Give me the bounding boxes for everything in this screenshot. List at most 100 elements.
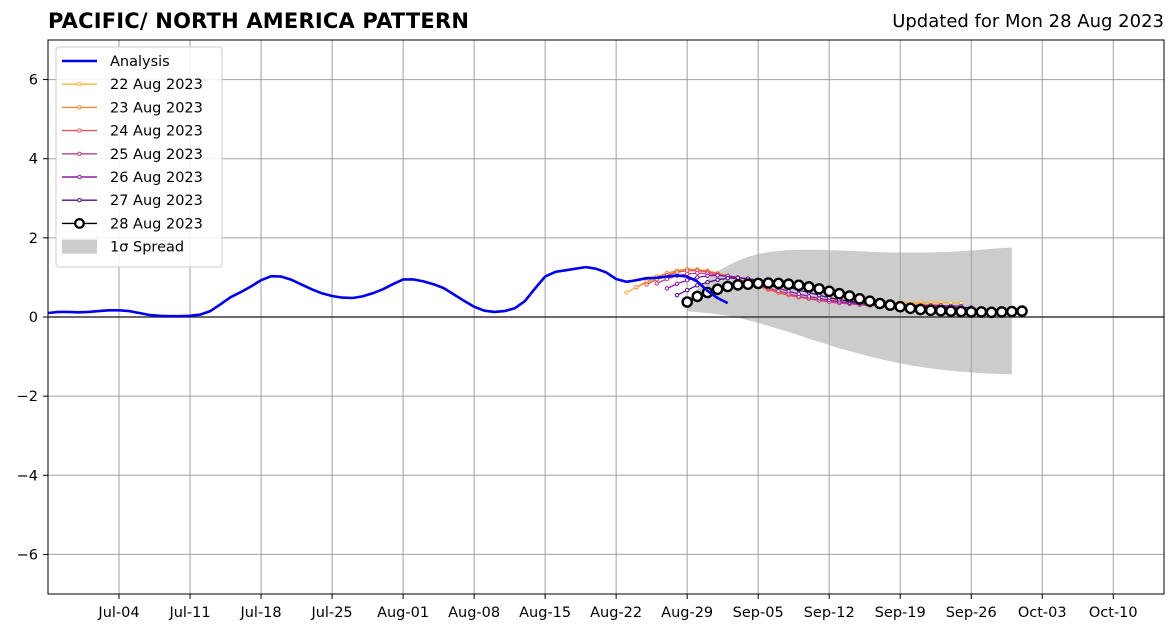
x-tick-label: Jul-04 bbox=[97, 605, 139, 621]
legend-label: 23 Aug 2023 bbox=[110, 100, 203, 116]
y-tick-label: 4 bbox=[29, 152, 38, 168]
y-tick-label: 0 bbox=[29, 310, 38, 326]
legend-label: 27 Aug 2023 bbox=[110, 193, 203, 209]
analysis-line bbox=[48, 265, 729, 318]
forecast-point bbox=[674, 281, 680, 286]
forecast-point bbox=[874, 297, 886, 310]
forecast-point bbox=[975, 306, 988, 318]
legend: Analysis 22 Aug 2023 23 Aug 2023 24 Aug 202… bbox=[55, 46, 223, 268]
forecast-point bbox=[711, 283, 724, 296]
forecast-point bbox=[695, 270, 700, 276]
forecast-point bbox=[691, 290, 704, 303]
x-tick-label: Jul-25 bbox=[310, 605, 352, 621]
legend-label: 25 Aug 2023 bbox=[110, 147, 203, 163]
legend-marker bbox=[77, 198, 82, 203]
forecast-point bbox=[762, 277, 775, 289]
chart-title: PACIFIC/ NORTH AMERICA PATTERN bbox=[48, 9, 470, 33]
forecast-point bbox=[806, 294, 812, 299]
forecast-point bbox=[935, 304, 947, 317]
forecast-point bbox=[813, 283, 825, 295]
x-tick-label: Aug-22 bbox=[590, 605, 642, 621]
forecast-point bbox=[674, 293, 680, 298]
x-tick-label: Sep-05 bbox=[733, 605, 784, 621]
y-tick-label: 2 bbox=[29, 231, 38, 247]
x-tick-label: Aug-01 bbox=[377, 605, 429, 621]
forecast-point bbox=[685, 278, 690, 283]
legend-marker bbox=[77, 174, 82, 180]
y-tick-label: 6 bbox=[29, 73, 38, 89]
forecast-point bbox=[853, 292, 866, 305]
legend-marker bbox=[77, 82, 82, 87]
legend-label: 1σ Spread bbox=[110, 240, 184, 256]
forecast-point bbox=[833, 287, 846, 300]
forecast-point bbox=[715, 273, 720, 278]
forecast-point bbox=[732, 279, 744, 291]
forecast-point bbox=[695, 275, 700, 280]
forecast-point bbox=[725, 276, 730, 281]
forecast-point bbox=[864, 295, 876, 308]
legend-label: Analysis bbox=[110, 54, 170, 70]
forecast-point bbox=[674, 270, 680, 275]
forecast-point bbox=[793, 279, 805, 292]
y-tick-label: −2 bbox=[17, 389, 38, 405]
forecast-point bbox=[715, 277, 720, 282]
legend-marker bbox=[77, 151, 82, 157]
forecast-point bbox=[772, 277, 785, 290]
forecast-point bbox=[803, 281, 815, 293]
forecast-point bbox=[985, 306, 998, 319]
x-tick-label: Aug-29 bbox=[661, 605, 713, 621]
forecast-point bbox=[1016, 305, 1028, 317]
forecast-point bbox=[914, 303, 927, 316]
forecast-point bbox=[664, 286, 670, 291]
legend-label: 26 Aug 2023 bbox=[110, 170, 203, 186]
updated-date: Updated for Mon 28 Aug 2023 bbox=[892, 11, 1164, 32]
forecast-point bbox=[742, 278, 754, 291]
forecast-point bbox=[1006, 305, 1018, 318]
forecast-point bbox=[752, 277, 765, 290]
forecast-point bbox=[884, 299, 896, 311]
legend-box bbox=[55, 46, 223, 268]
x-tick-label: Jul-18 bbox=[239, 605, 281, 621]
forecast-series bbox=[681, 277, 1028, 319]
x-tick-label: Aug-08 bbox=[448, 605, 500, 621]
x-tick-label: Sep-12 bbox=[804, 605, 855, 621]
forecast-point bbox=[681, 296, 694, 308]
x-tick-label: Sep-19 bbox=[875, 605, 926, 621]
forecast-point bbox=[685, 271, 690, 277]
forecast-point bbox=[995, 306, 1008, 318]
x-tick-label: Jul-11 bbox=[168, 605, 210, 621]
forecast-point bbox=[634, 285, 639, 290]
forecast-point bbox=[654, 281, 659, 286]
forecast-point bbox=[924, 304, 937, 317]
x-tick-label: Oct-03 bbox=[1018, 605, 1067, 621]
x-tick-label: Aug-15 bbox=[519, 605, 571, 621]
forecast-point bbox=[695, 283, 700, 288]
legend-marker bbox=[77, 128, 82, 133]
legend-marker bbox=[77, 105, 82, 110]
forecast-point bbox=[705, 273, 710, 278]
y-tick-label: −4 bbox=[17, 468, 38, 484]
legend-label: 28 Aug 2023 bbox=[110, 216, 203, 232]
legend-spread-swatch bbox=[62, 239, 97, 254]
legend-label: 24 Aug 2023 bbox=[110, 124, 203, 140]
y-tick-label: −6 bbox=[17, 547, 38, 563]
forecast-point bbox=[705, 280, 710, 285]
forecast-point bbox=[685, 287, 690, 293]
forecast-point bbox=[735, 275, 741, 280]
forecast-point bbox=[965, 306, 978, 318]
forecast-point bbox=[894, 300, 907, 313]
forecast-point bbox=[624, 290, 629, 295]
forecast-point bbox=[644, 282, 649, 287]
forecast-point bbox=[782, 278, 795, 291]
forecast-point bbox=[796, 291, 801, 297]
forecast-point bbox=[955, 305, 967, 318]
legend-marker bbox=[74, 217, 85, 229]
legend-label: 22 Aug 2023 bbox=[110, 77, 203, 93]
forecast-point bbox=[786, 289, 791, 294]
forecast-point bbox=[721, 280, 734, 293]
forecast-point bbox=[843, 290, 856, 302]
forecast-point bbox=[823, 285, 836, 298]
x-tick-label: Oct-10 bbox=[1089, 605, 1138, 621]
forecast-point bbox=[945, 305, 957, 317]
